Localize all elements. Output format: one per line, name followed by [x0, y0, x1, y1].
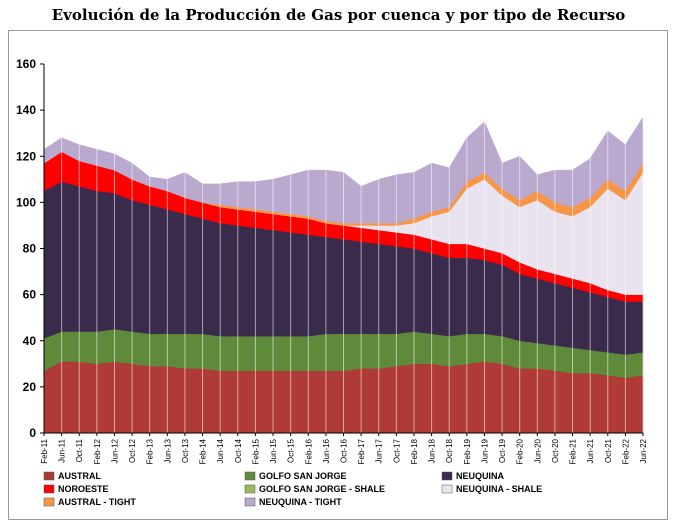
x-tick-label: Feb-21	[569, 438, 578, 464]
x-tick-label: Jun-11	[58, 438, 67, 462]
legend-label: AUSTRAL	[58, 471, 101, 481]
x-tick-label: Feb-11	[40, 438, 49, 463]
x-tick-label: Feb-15	[251, 438, 260, 464]
x-tick-label: Jun-14	[216, 438, 225, 463]
x-tick-label: Jun-13	[163, 438, 172, 463]
legend-label: AUSTRAL - TIGHT	[58, 497, 136, 507]
y-tick-label: 0	[29, 426, 36, 440]
x-tick-label: Oct-11	[75, 438, 84, 462]
x-tick-label: Jun-21	[586, 438, 595, 463]
x-tick-label: Feb-22	[621, 438, 630, 464]
x-tick-label: Oct-13	[181, 438, 190, 463]
y-tick-label: 60	[23, 288, 37, 302]
legend-label: NEUQUINA - SHALE	[456, 484, 542, 494]
x-tick-label: Jun-20	[533, 438, 542, 463]
x-tick-label: Oct-12	[128, 438, 137, 463]
y-tick-label: 40	[23, 334, 37, 348]
x-tick-label: Feb-20	[516, 438, 525, 464]
y-tick-label: 120	[16, 149, 36, 163]
y-tick-label: 20	[23, 380, 37, 394]
legend-swatch	[244, 497, 256, 507]
x-tick-label: Jun-12	[110, 438, 119, 463]
x-tick-label: Jun-18	[428, 438, 437, 463]
y-tick-label: 160	[16, 57, 36, 71]
x-tick-label: Oct-17	[392, 438, 401, 463]
axis-layer: 0 20 40 60 80 100 120 140 160 Feb-11 Jun-11 Oct-11 F…	[16, 57, 648, 464]
x-tick-label: Feb-18	[410, 438, 419, 464]
chart-title: Evolución de la Producción de Gas por cu…	[51, 6, 626, 24]
x-tick-label: Oct-21	[604, 438, 613, 463]
x-tick-label: Oct-16	[340, 438, 349, 463]
x-tick-label: Feb-16	[304, 438, 313, 464]
legend-label: GOLFO SAN JORGE - SHALE	[259, 484, 385, 494]
x-tick-label: Jun-19	[480, 438, 489, 463]
legend-swatch	[441, 484, 453, 494]
x-tick-label: Oct-20	[551, 438, 560, 463]
legend-label: GOLFO SAN JORGE	[259, 471, 347, 481]
x-tick-label: Oct-14	[234, 438, 243, 463]
x-tick-label: Oct-19	[498, 438, 507, 463]
x-tick-label: Jun-17	[375, 438, 384, 463]
legend-swatch	[43, 497, 55, 507]
legend-swatch	[43, 484, 55, 494]
x-tick-label: Feb-17	[357, 438, 366, 464]
x-tick-label: Feb-13	[146, 438, 155, 464]
legend: AUSTRAL GOLFO SAN JORGE NEUQUINA NOROESTE GO…	[43, 471, 542, 507]
legend-label: NEUQUINA - TIGHT	[259, 497, 342, 507]
x-tick-label: Jun-15	[269, 438, 278, 463]
x-tick-label: Oct-18	[445, 438, 454, 463]
legend-label: NEUQUINA	[456, 471, 505, 481]
x-tick-label: Oct-15	[287, 438, 296, 463]
x-tick-label: Feb-12	[93, 438, 102, 464]
legend-label: NOROESTE	[58, 484, 109, 494]
y-tick-label: 80	[23, 242, 37, 256]
chart-frame	[8, 30, 668, 520]
x-tick-label: Feb-19	[463, 438, 472, 464]
legend-swatch	[244, 471, 256, 481]
y-tick-label: 100	[16, 195, 36, 209]
x-tick-label: Feb-14	[199, 438, 208, 464]
legend-swatch	[441, 471, 453, 481]
legend-swatch	[244, 484, 256, 494]
y-tick-label: 140	[16, 103, 36, 117]
x-tick-label: Jun-16	[322, 438, 331, 463]
x-tick-label: Jun-22	[639, 438, 648, 463]
legend-swatch	[43, 471, 55, 481]
